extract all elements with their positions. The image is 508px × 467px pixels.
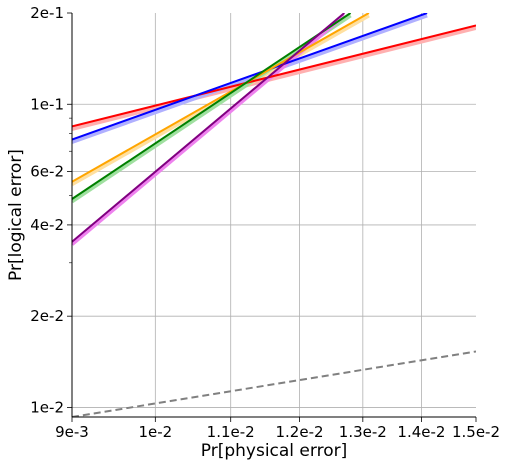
series-1-confidence-band	[72, 13, 428, 144]
x-tick-label: 9e-3	[55, 423, 89, 441]
tick-labels: 9e-3 1e-2 1.1e-2 1.2e-2 1.3e-2 1.4e-2 1.5e-2 1e…	[30, 4, 500, 441]
series-4-line	[72, 13, 346, 243]
y-tick-label: 2e-1	[30, 4, 64, 22]
axes	[67, 12, 477, 422]
y-tick-label: 1e-1	[30, 95, 64, 113]
confidence-bands	[72, 13, 476, 246]
x-tick-label: 1.3e-2	[339, 423, 387, 441]
series-0-line	[72, 24, 476, 128]
x-tick-label: 1e-2	[138, 423, 172, 441]
series-1-line	[72, 13, 428, 141]
y-tick-label: 4e-2	[30, 216, 64, 234]
grid	[72, 13, 476, 417]
y-axis-label: Pr[logical error]	[6, 149, 26, 281]
x-tick-label: 1.4e-2	[397, 423, 445, 441]
x-axis-label: Pr[physical error]	[201, 441, 347, 461]
y-tick-label: 2e-2	[30, 307, 64, 325]
series-2-line	[72, 13, 370, 183]
x-tick-label: 1.5e-2	[452, 423, 500, 441]
series-3-line	[72, 13, 352, 200]
series-lines	[72, 13, 476, 417]
y-tick-label: 6e-2	[30, 163, 64, 181]
y-tick-label: 1e-2	[30, 398, 64, 416]
x-tick-label: 1.1e-2	[207, 423, 255, 441]
x-tick-label: 1.2e-2	[275, 423, 323, 441]
series-0-confidence-band	[72, 25, 476, 131]
series-5-line	[72, 350, 476, 417]
